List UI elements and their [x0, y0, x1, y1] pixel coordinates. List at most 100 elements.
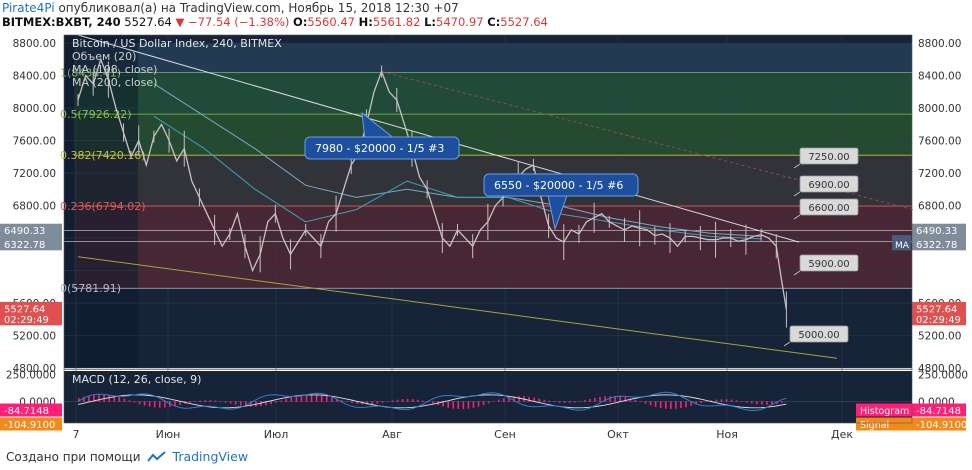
legend-volume: Объем (20)	[72, 50, 136, 63]
target-box	[799, 175, 859, 193]
time-tick: Авг	[382, 428, 402, 441]
fib-label: 0.236(6794.02)	[60, 200, 146, 213]
quote-line: BITMEX:BXBT, 240 5527.64 ▼ −77.54 (−1.38…	[2, 15, 548, 29]
macd-histogram-bar	[93, 394, 95, 402]
target-leader	[783, 341, 791, 347]
open-label: O:	[293, 15, 308, 29]
macd-histogram-bar	[295, 395, 298, 402]
price-tick-right: 6800.00	[918, 201, 961, 213]
macd-histogram-bar	[487, 401, 490, 404]
macd-histogram-bar	[204, 400, 207, 402]
author-name[interactable]: Pirate4Pi	[2, 1, 55, 15]
chart-area[interactable]: 1(8438.41) 0.5(7926.22) 0.382(7420.16) 0.23…	[0, 31, 972, 451]
macd-histogram-bar	[285, 398, 288, 402]
macd-histogram-bar	[189, 401, 191, 403]
price-badge-left-text: 5527.64	[4, 304, 45, 315]
macd-histogram-bar	[670, 401, 672, 409]
macd-histogram-bar	[315, 394, 318, 402]
symbol-label: BITMEX:BXBT, 240	[2, 15, 121, 29]
publish-line: Pirate4Pi опубликовал(а) на TradingView.…	[2, 1, 459, 15]
fib-label: 0(5781.91)	[60, 282, 121, 295]
macd-histogram-bar	[138, 401, 141, 405]
macd-histogram-bar	[164, 401, 166, 408]
histogram-value-text: -84.7148	[916, 406, 961, 417]
close-label: C:	[487, 15, 501, 29]
macd-histogram-bar	[604, 396, 606, 402]
target-leader	[793, 191, 801, 197]
price-change: −77.54 (−1.38%)	[188, 15, 290, 29]
macd-histogram-bar	[447, 401, 449, 408]
price-tick-right: 8800.00	[918, 38, 961, 50]
footer: Создано при помощи TradingView	[6, 449, 248, 464]
macd-histogram-bar	[270, 401, 272, 405]
ma108-line	[153, 115, 762, 240]
price-tick-right: 5200.00	[918, 331, 961, 343]
histogram-value-badge	[912, 403, 966, 417]
price-tick-right: 8400.00	[918, 71, 961, 83]
macd-histogram-bar	[690, 401, 692, 406]
macd-histogram-bar	[710, 400, 713, 402]
macd-histogram-bar	[568, 401, 571, 403]
macd-histogram-bar	[503, 398, 505, 402]
macd-line	[77, 391, 787, 411]
tradingview-brand[interactable]: TradingView	[172, 449, 249, 464]
macd-histogram-bar	[406, 398, 409, 402]
macd-left-badge	[0, 403, 62, 417]
macd-histogram-bar	[300, 394, 303, 402]
ma-tag	[892, 237, 911, 251]
time-tick: Июн	[156, 428, 181, 441]
low-label: L:	[424, 15, 437, 29]
price-tick-right: 7600.00	[918, 136, 961, 148]
time-tick: Окт	[607, 428, 629, 441]
macd-histogram-bar	[730, 399, 733, 402]
price-badge-left-text: 6322.78	[4, 240, 45, 251]
target-label: 6600.00	[808, 203, 849, 214]
macd-histogram-bar	[497, 399, 500, 402]
chart-title: Bitcoin / US Dollar Index, 240, BITMEX	[72, 37, 282, 50]
price-chart[interactable]: 1(8438.41) 0.5(7926.22) 0.382(7420.16) 0.23…	[0, 31, 972, 451]
macd-tick-right: 250.0000	[918, 369, 968, 381]
macd-histogram-bar	[452, 401, 455, 409]
macd-histogram-bar	[260, 401, 262, 407]
macd-histogram-bar	[275, 401, 277, 403]
macd-histogram-bar	[133, 401, 136, 403]
macd-histogram-bar	[776, 401, 778, 404]
macd-histogram-bar	[143, 401, 146, 406]
macd-histogram-bar	[594, 397, 596, 402]
macd-histogram-bar	[442, 401, 444, 407]
ma-tag-text: MA	[895, 241, 910, 251]
macd-histogram-bar	[386, 401, 389, 402]
price-tick-left: 8400.00	[13, 71, 56, 83]
price-tick-left: 8000.00	[13, 103, 56, 115]
macd-histogram-bar	[148, 401, 151, 407]
target-leader	[793, 270, 801, 276]
macd-histogram-bar	[624, 397, 627, 402]
price-badge-left	[0, 223, 62, 237]
price-tick-left: 6800.00	[13, 201, 56, 213]
macd-histogram-bar	[649, 401, 652, 406]
created-with-text: Создано при помощи	[6, 449, 141, 464]
macd-histogram-bar	[599, 396, 601, 402]
macd-histogram-bar	[457, 401, 460, 410]
annotation-text: 7980 - $20000 - 1/5 #3	[315, 142, 444, 155]
macd-histogram-bar	[654, 401, 657, 407]
macd-histogram-bar	[771, 401, 773, 405]
macd-histogram-bar	[103, 394, 105, 402]
macd-histogram-bar	[619, 396, 622, 402]
macd-histogram-bar	[680, 401, 682, 409]
macd-histogram-bar	[756, 401, 758, 405]
macd-histogram-bar	[341, 400, 343, 402]
macd-histogram-bar	[78, 398, 80, 402]
macd-histogram-bar	[417, 399, 419, 402]
macd-histogram-bar	[265, 401, 267, 406]
macd-histogram-bar	[634, 399, 637, 402]
price-tick-left: 7200.00	[13, 168, 56, 180]
macd-histogram-bar	[98, 394, 100, 402]
fib-zone-top	[74, 43, 912, 73]
target-box	[799, 147, 859, 165]
macd-histogram-bar	[781, 401, 783, 403]
history-shade	[64, 35, 138, 368]
legend-ma200: MA (200, close)	[72, 76, 157, 89]
last-price: 5527.64	[124, 15, 172, 29]
macd-signal-line	[77, 394, 787, 409]
